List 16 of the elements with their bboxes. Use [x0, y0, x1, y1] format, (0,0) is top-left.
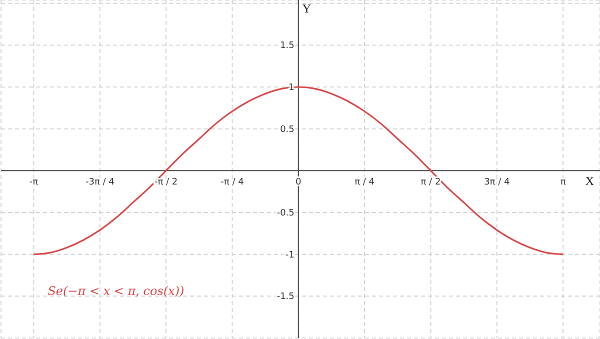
- x-axis-title: X: [585, 174, 594, 188]
- x-tick-label: 3π / 4: [484, 178, 510, 188]
- y-tick-label: 0.5: [280, 124, 294, 135]
- annotation: Se(−π < x < π, cos(x)): [48, 284, 184, 298]
- x-tick-label: -π / 4: [220, 178, 244, 188]
- y-tick-label: 1.5: [280, 41, 294, 52]
- x-tick-label: π / 2: [420, 178, 441, 188]
- x-tick-label: -π / 2: [154, 178, 178, 188]
- x-tick-label: -π: [29, 178, 39, 188]
- y-tick-label: -1: [285, 250, 294, 260]
- x-tick-label: π: [560, 178, 566, 188]
- y-tick-label: -1.5: [276, 292, 294, 302]
- y-axis-title: Y: [302, 2, 312, 16]
- x-tick-label: π / 4: [354, 178, 375, 188]
- y-tick-label: -0.5: [276, 208, 294, 219]
- x-tick-label: -3π / 4: [85, 178, 115, 188]
